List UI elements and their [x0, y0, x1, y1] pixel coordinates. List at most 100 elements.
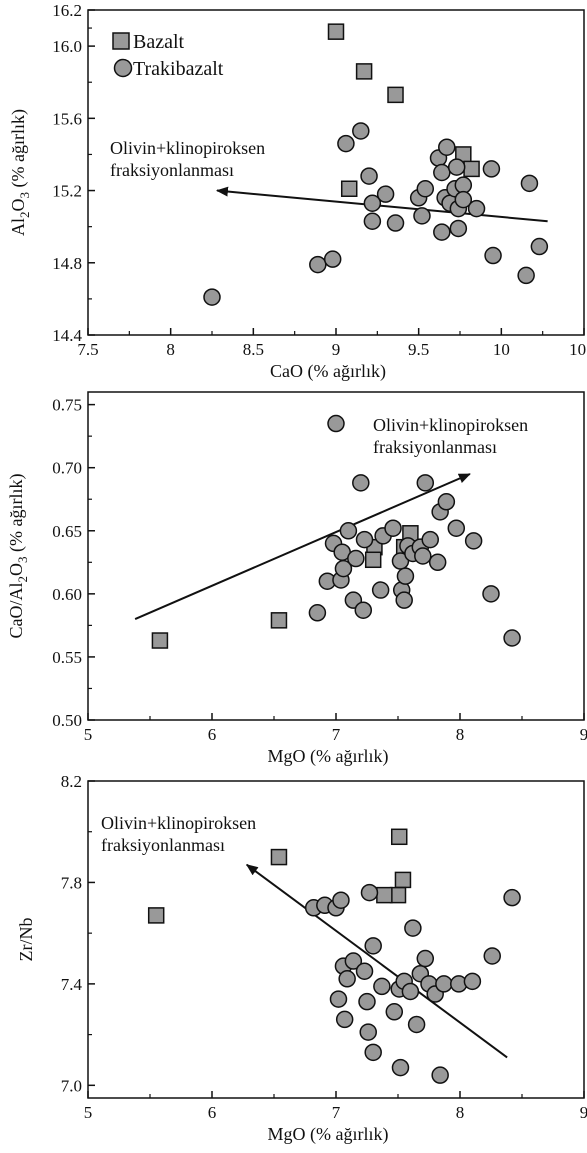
data-point-bazalt	[387, 86, 404, 104]
x-tick-label: 6	[208, 725, 217, 744]
data-point-trakibazalt	[447, 158, 466, 176]
x-tick-label: 6	[208, 1103, 217, 1122]
x-tick-label: 8	[456, 1103, 465, 1122]
y-tick-label: 15.6	[52, 109, 82, 128]
data-point-trakibazalt	[373, 977, 391, 996]
data-point-trakibazalt	[433, 163, 451, 182]
data-point-trakibazalt	[482, 585, 500, 603]
data-point-bazalt	[389, 886, 407, 904]
data-point-trakibazalt	[327, 414, 345, 433]
data-point-trakibazalt	[334, 559, 353, 578]
data-point-trakibazalt	[467, 199, 486, 218]
x-tick-label: 9	[332, 340, 341, 359]
data-point-bazalt	[364, 551, 382, 569]
data-point-trakibazalt	[364, 937, 382, 955]
y-axis-label: Zr/Nb	[16, 918, 36, 962]
legend-label-trakibazalt: Trakibazalt	[133, 58, 224, 80]
data-point-trakibazalt	[386, 214, 405, 232]
x-tick-label: 8	[456, 725, 465, 744]
data-point-trakibazalt	[463, 972, 482, 991]
data-point-trakibazalt	[309, 255, 327, 274]
data-point-bazalt	[147, 907, 165, 924]
y-tick-label: 0.75	[52, 396, 82, 415]
data-point-trakibazalt	[203, 288, 221, 306]
data-point-trakibazalt	[407, 1015, 426, 1034]
data-point-bazalt	[463, 160, 480, 178]
data-point-trakibazalt	[363, 212, 382, 230]
annotation-text: fraksiyonlanması	[110, 160, 234, 180]
data-point-trakibazalt	[376, 185, 395, 203]
data-point-trakibazalt	[433, 223, 451, 241]
data-point-trakibazalt	[503, 629, 521, 647]
data-point-trakibazalt	[520, 174, 539, 193]
data-point-trakibazalt	[344, 952, 363, 970]
legend-label-bazalt: Bazalt	[133, 31, 185, 53]
y-axis-label: Al2​O3​ (% ağırlık)	[8, 109, 32, 236]
y-tick-label: 0.65	[52, 522, 82, 541]
x-tick-label: 5	[84, 725, 93, 744]
data-point-trakibazalt	[371, 581, 390, 599]
trend-arrow	[134, 473, 471, 620]
data-point-trakibazalt	[355, 530, 374, 549]
data-point-trakibazalt	[416, 474, 435, 492]
data-point-trakibazalt	[396, 567, 415, 585]
data-point-trakibazalt	[413, 207, 431, 225]
data-point-trakibazalt	[338, 970, 356, 988]
y-tick-label: 0.50	[52, 711, 82, 730]
data-point-trakibazalt	[308, 604, 327, 622]
data-point-bazalt	[270, 612, 288, 629]
y-tick-label: 0.55	[52, 648, 82, 667]
x-axis-label: CaO (% ağırlık)	[270, 361, 386, 382]
data-point-trakibazalt	[416, 949, 435, 968]
data-point-trakibazalt	[482, 160, 501, 178]
x-tick-label: 7	[332, 725, 341, 744]
trend-arrow	[215, 186, 548, 223]
data-point-trakibazalt	[339, 522, 358, 540]
y-tick-label: 15.2	[52, 182, 82, 201]
data-point-trakibazalt	[385, 1003, 404, 1021]
x-tick-label: 9	[580, 725, 587, 744]
data-point-bazalt	[327, 23, 345, 40]
data-point-trakibazalt	[354, 601, 373, 619]
data-point-trakibazalt	[421, 530, 439, 549]
x-tick-label: 10.5	[569, 340, 587, 359]
annotation-text: Olivin+klinopiroksen	[101, 813, 256, 833]
data-point-trakibazalt	[332, 891, 350, 909]
data-point-trakibazalt	[335, 1010, 354, 1029]
annotation-text: fraksiyonlanması	[101, 835, 225, 855]
data-point-trakibazalt	[391, 1058, 410, 1077]
data-point-trakibazalt	[360, 883, 379, 902]
data-point-trakibazalt	[517, 266, 535, 285]
data-point-trakibazalt	[431, 1066, 449, 1084]
data-point-trakibazalt	[352, 122, 370, 140]
data-point-trakibazalt	[447, 519, 466, 537]
y-tick-label: 0.60	[52, 585, 82, 604]
legend: Bazalt Trakibazalt	[112, 31, 224, 80]
trend-arrow	[245, 863, 508, 1059]
x-tick-label: 10	[493, 340, 510, 359]
x-tick-label: 8.5	[243, 340, 264, 359]
data-point-bazalt	[394, 871, 412, 889]
data-point-trakibazalt	[428, 553, 447, 572]
x-tick-label: 7	[332, 1103, 341, 1122]
y-tick-label: 14.4	[52, 326, 82, 345]
y-tick-label: 14.8	[52, 254, 82, 273]
data-point-trakibazalt	[359, 1023, 377, 1041]
chart-panel-cao-al2o3: 7.5 8 8.5 9 9.5 10 10.5 14.4 14.8 15.2 15.6 16.0 16.…	[8, 1, 587, 382]
y-axis-label: CaO/Al2​O3​ (% ağırlık)	[6, 474, 30, 639]
data-point-trakibazalt	[454, 190, 473, 209]
data-point-trakibazalt	[352, 474, 370, 492]
x-tick-label: 8	[166, 340, 175, 359]
data-point-trakibazalt	[464, 532, 483, 550]
data-point-trakibazalt	[454, 176, 473, 194]
data-point-trakibazalt	[358, 992, 376, 1011]
data-point-bazalt	[390, 828, 408, 846]
data-point-trakibazalt	[329, 990, 348, 1008]
y-tick-label: 7.8	[61, 873, 82, 892]
data-point-trakibazalt	[323, 250, 342, 268]
legend-marker-trakibazalt	[113, 58, 133, 78]
data-point-trakibazalt	[355, 962, 374, 980]
data-point-trakibazalt	[484, 246, 502, 265]
data-point-trakibazalt	[360, 167, 378, 185]
